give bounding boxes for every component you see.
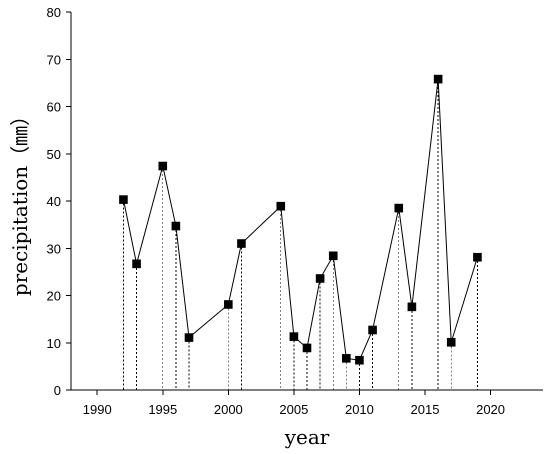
x-tick-label: 1990 xyxy=(83,402,112,417)
data-point-marker xyxy=(368,325,377,335)
axes xyxy=(70,12,543,391)
y-tick-label: 70 xyxy=(47,52,61,67)
data-point-marker xyxy=(446,337,456,347)
data-point-marker xyxy=(342,354,351,363)
data-point-marker xyxy=(407,302,417,312)
data-point-marker xyxy=(433,74,443,84)
y-tick-label: 0 xyxy=(54,383,61,398)
data-point-marker xyxy=(119,195,128,204)
y-tick-label: 30 xyxy=(47,241,61,256)
data-point-marker xyxy=(473,252,482,262)
markers xyxy=(119,74,482,365)
data-point-marker xyxy=(224,300,233,309)
series-lines xyxy=(122,79,478,361)
data-point-marker xyxy=(394,203,404,213)
y-tick-label: 20 xyxy=(47,289,61,304)
data-point-marker xyxy=(276,201,286,211)
data-point-marker xyxy=(289,332,299,341)
x-tick-label: 2005 xyxy=(279,402,308,417)
y-tick-label: 60 xyxy=(47,100,61,115)
x-tick-label: 2015 xyxy=(411,402,440,417)
x-ticks: 1990 1995 2000 2005 2010 2015 2020 xyxy=(83,390,505,417)
series-line xyxy=(122,79,478,361)
drop-lines xyxy=(123,79,478,390)
x-tick-label: 2020 xyxy=(476,402,505,417)
data-point-marker xyxy=(237,239,246,248)
y-axis-title: precipitation（㎜） xyxy=(8,106,32,296)
data-point-marker xyxy=(328,251,338,261)
x-axis-title: year xyxy=(284,425,330,449)
y-tick-label: 80 xyxy=(47,5,61,20)
data-point-marker xyxy=(315,274,325,283)
y-tick-label: 10 xyxy=(47,336,61,351)
y-tick-label: 40 xyxy=(47,194,61,209)
data-point-marker xyxy=(302,343,312,353)
data-point-marker xyxy=(132,259,141,269)
x-tick-label: 2010 xyxy=(345,402,374,417)
data-point-marker xyxy=(355,355,364,365)
x-tick-label: 2000 xyxy=(214,402,243,417)
data-point-marker xyxy=(158,161,168,171)
data-point-marker xyxy=(171,221,181,231)
y-ticks: 0 10 20 30 40 50 60 70 80 xyxy=(47,5,71,398)
data-point-marker xyxy=(184,333,194,342)
y-tick-label: 50 xyxy=(47,147,61,162)
x-tick-label: 1995 xyxy=(148,402,177,417)
